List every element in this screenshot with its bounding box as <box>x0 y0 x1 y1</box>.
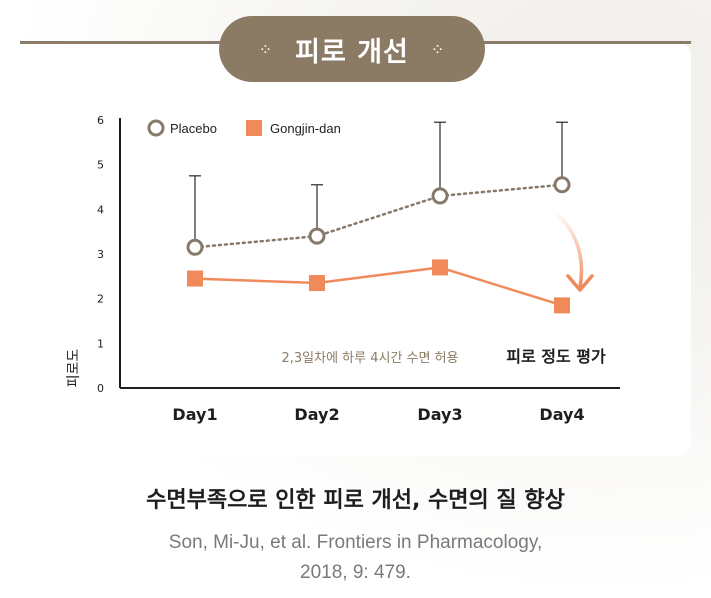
fatigue-evaluation-label: 피로 정도 평가 <box>506 347 606 366</box>
y-tick-label: 0 <box>97 382 104 395</box>
gongjin-dan-point <box>432 259 448 276</box>
badge-title: 피로 개선 <box>295 36 409 68</box>
citation-line-2: 2018, 9: 479. <box>300 562 411 583</box>
citation-line-1: Son, Mi-Ju, et al. Frontiers in Pharmaco… <box>168 532 543 553</box>
legend-placebo-marker <box>147 119 165 137</box>
placebo-point <box>186 238 204 256</box>
sleep-restriction-note: 2,3일차에 하루 4시간 수면 허용 <box>281 351 458 366</box>
caption-title: 수면부족으로 인한 피로 개선, 수면의 질 향상 <box>146 488 565 513</box>
x-tick-label: Day2 <box>294 405 339 424</box>
gongjin-dan-point <box>187 270 203 287</box>
placebo-point <box>553 176 571 194</box>
series-line-placebo <box>193 183 564 249</box>
decrease-arrowhead <box>566 274 594 292</box>
sparkle-icon-right: ⁘ <box>430 39 446 59</box>
placebo-point <box>431 187 449 205</box>
y-tick-label: 6 <box>97 114 104 127</box>
x-tick-label: Day4 <box>539 405 584 424</box>
gongjin-dan-point <box>309 275 325 292</box>
legend-placebo-label: Placebo <box>170 121 217 136</box>
title-badge: ⁘ 피로 개선 ⁘ <box>219 16 485 82</box>
y-tick-label: 3 <box>97 248 104 261</box>
series-line-gongjin-dan <box>194 266 563 307</box>
fatigue-line-chart: 0 1 2 3 4 5 6 Day1 Day2 Day3 Day4 피로도 Placebo Gongji… <box>66 114 620 424</box>
sparkle-icon-left: ⁘ <box>258 39 274 59</box>
y-tick-label: 5 <box>97 159 104 172</box>
y-tick-label: 4 <box>97 203 104 216</box>
y-axis-label: 피로도 <box>66 349 82 388</box>
decrease-arrow <box>551 208 584 290</box>
x-tick-label: Day1 <box>172 405 217 424</box>
gongjin-dan-point <box>554 297 570 314</box>
x-tick-label: Day3 <box>417 405 462 424</box>
y-tick-label: 1 <box>97 337 104 350</box>
legend-gongjin-dan-label: Gongjin-dan <box>270 121 341 136</box>
placebo-point <box>308 227 326 245</box>
legend-gongjin-dan-marker <box>246 120 262 136</box>
y-tick-label: 2 <box>97 293 104 306</box>
